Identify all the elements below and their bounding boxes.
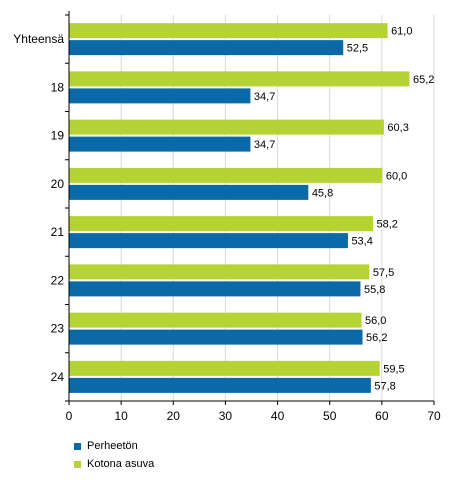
data-label: 56,0	[365, 315, 386, 327]
legend-item-perheeton: Perheetön	[74, 437, 154, 455]
bar	[69, 377, 371, 393]
x-tick-label: 50	[323, 409, 337, 423]
bar	[69, 23, 388, 39]
bar	[69, 216, 373, 232]
bar	[69, 184, 309, 200]
data-label: 57,5	[373, 267, 394, 279]
bar	[69, 264, 370, 280]
x-tick-label: 60	[375, 409, 389, 423]
bar	[69, 233, 348, 249]
x-tick-label: 0	[66, 409, 73, 423]
data-label: 55,8	[364, 284, 385, 296]
data-label: 56,2	[366, 332, 387, 344]
data-label: 57,8	[374, 380, 395, 392]
data-label: 58,2	[376, 219, 397, 231]
legend-swatch-perheeton	[74, 442, 81, 450]
category-label: 18	[51, 80, 65, 94]
data-label: 53,4	[351, 236, 372, 248]
bar	[69, 136, 251, 152]
bar	[69, 167, 383, 183]
x-tick-label: 20	[167, 409, 181, 423]
data-label: 61,0	[391, 26, 412, 38]
bar	[69, 40, 344, 56]
data-label: 52,5	[347, 43, 368, 55]
category-label: 19	[51, 129, 65, 143]
bar	[69, 329, 363, 345]
x-tick-label: 70	[427, 409, 441, 423]
bar	[69, 281, 361, 297]
x-tick-label: 10	[114, 409, 128, 423]
bar	[69, 360, 380, 376]
data-label: 34,7	[254, 139, 275, 151]
category-label: 21	[51, 225, 65, 239]
legend-item-kotona-asuva: Kotona asuva	[74, 455, 154, 473]
data-label: 60,0	[386, 170, 407, 182]
bar	[69, 71, 410, 87]
x-tick-label: 30	[219, 409, 233, 423]
data-label: 60,3	[387, 122, 408, 134]
legend: Perheetön Kotona asuva	[74, 437, 154, 473]
data-label: 34,7	[254, 91, 275, 103]
category-label: 20	[51, 177, 65, 191]
x-tick-label: 40	[271, 409, 285, 423]
category-label: 24	[51, 370, 65, 384]
category-label: Yhteensä	[13, 32, 64, 46]
legend-swatch-kotona-asuva	[74, 460, 81, 468]
data-label: 45,8	[312, 187, 333, 199]
bar	[69, 119, 384, 135]
data-label: 65,2	[413, 74, 434, 86]
legend-label-kotona-asuva: Kotona asuva	[87, 458, 155, 470]
bar-chart: 0 10 20 30 40 50 60 70 61,0 52,5 Yhteensä 65,2 34,7 1…	[13, 11, 441, 423]
bar	[69, 88, 251, 104]
bar	[69, 312, 362, 328]
data-label: 59,5	[383, 363, 404, 375]
category-label: 22	[51, 273, 65, 287]
category-label: 23	[51, 322, 65, 336]
legend-label-perheeton: Perheetön	[87, 440, 138, 452]
